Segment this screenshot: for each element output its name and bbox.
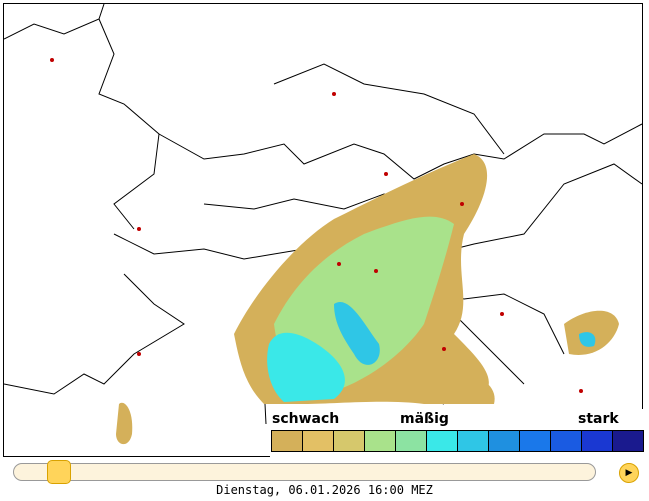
city-marker: [442, 347, 446, 351]
legend-swatch: [551, 431, 582, 451]
slider-thumb[interactable]: [46, 460, 71, 484]
precipitation-map: schwach mäßig stark: [3, 3, 644, 457]
timestamp-label: Dienstag, 06.01.2026 16:00 MEZ: [216, 483, 433, 497]
border-line: [273, 63, 505, 155]
border-line: [98, 18, 160, 230]
legend-mid-label: mäßig: [400, 411, 449, 427]
intensity-legend: schwach mäßig stark: [270, 409, 644, 457]
legend-swatch: [427, 431, 458, 451]
city-marker: [337, 262, 341, 266]
legend-swatch: [613, 431, 643, 451]
legend-swatch: [489, 431, 520, 451]
legend-swatch: [365, 431, 396, 451]
legend-color-scale: [271, 430, 644, 452]
legend-swatch: [334, 431, 365, 451]
precipitation-areas: [116, 154, 619, 445]
legend-swatch: [303, 431, 334, 451]
city-marker: [137, 352, 141, 356]
border-line: [3, 273, 185, 395]
legend-swatch: [396, 431, 427, 451]
legend-swatch: [458, 431, 489, 451]
city-marker: [332, 92, 336, 96]
map-canvas: [3, 3, 643, 445]
city-marker: [579, 389, 583, 393]
legend-swatch: [272, 431, 303, 451]
legend-high-label: stark: [578, 411, 619, 427]
border-line: [158, 123, 643, 180]
legend-low-label: schwach: [272, 411, 340, 427]
time-slider[interactable]: [13, 460, 596, 484]
play-button[interactable]: ▶: [619, 463, 639, 483]
play-icon: ▶: [625, 468, 633, 478]
legend-swatch: [582, 431, 613, 451]
legend-swatch: [520, 431, 551, 451]
border-line: [3, 3, 105, 40]
city-marker: [460, 202, 464, 206]
city-marker: [137, 227, 141, 231]
city-marker: [50, 58, 54, 62]
city-marker: [500, 312, 504, 316]
city-marker: [374, 269, 378, 273]
city-marker: [384, 172, 388, 176]
